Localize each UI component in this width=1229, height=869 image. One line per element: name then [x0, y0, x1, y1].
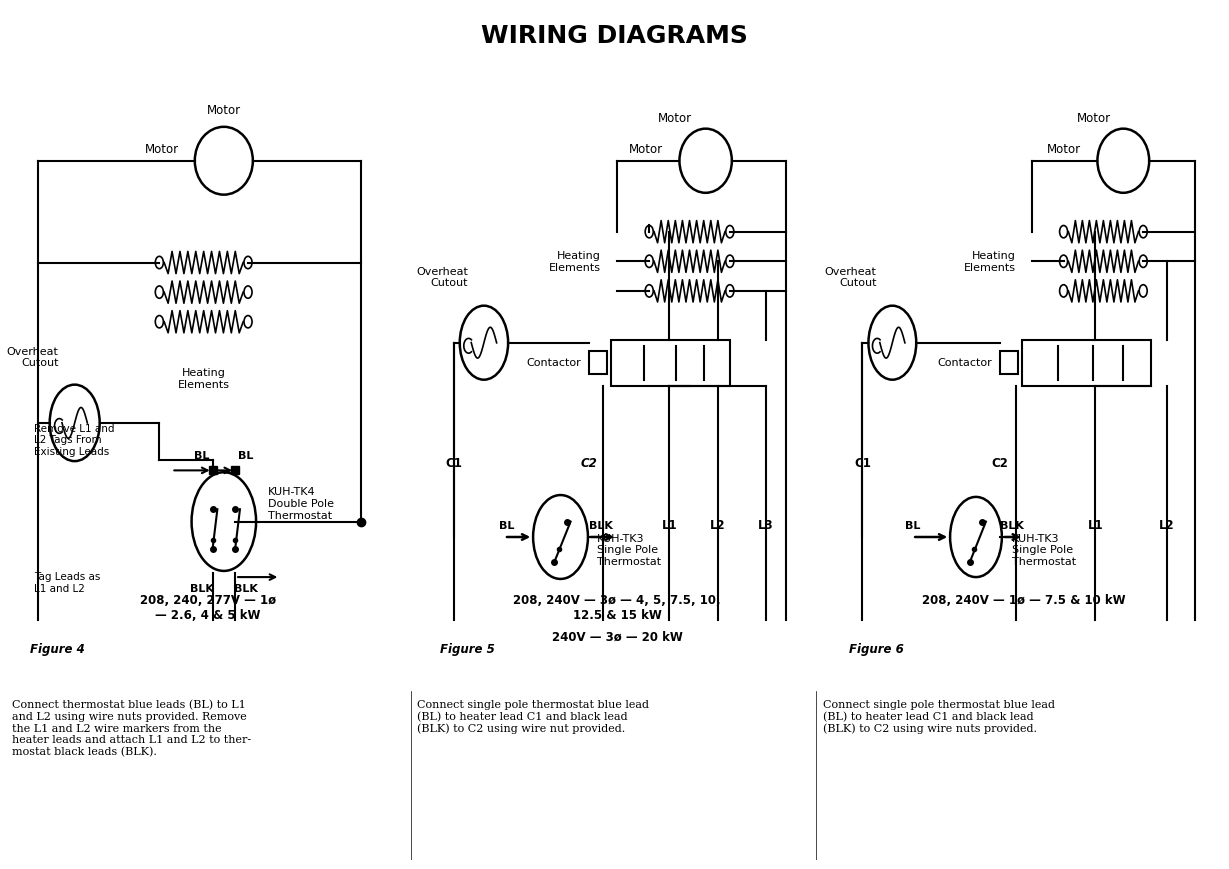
Text: KUH-TK3
Single Pole
Thermostat: KUH-TK3 Single Pole Thermostat [597, 533, 661, 567]
Text: Motor: Motor [206, 104, 241, 117]
Bar [611, 341, 730, 387]
Text: Motor: Motor [1077, 111, 1111, 124]
Text: Contactor: Contactor [526, 358, 580, 368]
Text: BLK: BLK [1000, 520, 1024, 530]
Text: Connect single pole thermostat blue lead
(BL) to heater lead C1 and black lead
(: Connect single pole thermostat blue lead… [418, 700, 649, 733]
Text: BLK: BLK [234, 584, 258, 594]
Text: C1: C1 [854, 456, 871, 469]
Text: L3: L3 [758, 519, 774, 532]
Text: Contactor: Contactor [938, 358, 992, 368]
Text: WIRING DIAGRAMS: WIRING DIAGRAMS [481, 23, 748, 48]
Text: C1: C1 [445, 456, 462, 469]
Text: Figure 4: Figure 4 [31, 642, 85, 655]
Text: BL: BL [194, 450, 209, 461]
Text: L1: L1 [1088, 519, 1104, 532]
Text: Heating
Elements: Heating Elements [964, 251, 1016, 273]
Text: 208, 240V — 3ø — 4, 5, 7.5, 10,
12.5 & 15 kW: 208, 240V — 3ø — 4, 5, 7.5, 10, 12.5 & 1… [514, 593, 720, 620]
Text: Heating
Elements: Heating Elements [549, 251, 601, 273]
Text: Connect single pole thermostat blue lead
(BL) to heater lead C1 and black lead
(: Connect single pole thermostat blue lead… [822, 700, 1054, 733]
Bar [1000, 352, 1018, 375]
Text: Motor: Motor [1047, 143, 1082, 156]
Text: BLK: BLK [189, 584, 214, 594]
Text: Tag Leads as
L1 and L2: Tag Leads as L1 and L2 [34, 571, 101, 593]
Text: Figure 5: Figure 5 [440, 642, 494, 655]
Text: Remove L1 and
L2 Tags From
Existing Leads: Remove L1 and L2 Tags From Existing Lead… [34, 423, 114, 456]
Text: 208, 240V — 1ø — 7.5 & 10 kW: 208, 240V — 1ø — 7.5 & 10 kW [922, 593, 1126, 606]
Text: Motor: Motor [629, 143, 664, 156]
Text: KUH-TK3
Single Pole
Thermostat: KUH-TK3 Single Pole Thermostat [1011, 533, 1075, 567]
Bar [1021, 341, 1152, 387]
Text: Connect thermostat blue leads (BL) to L1
and L2 using wire nuts provided. Remove: Connect thermostat blue leads (BL) to L1… [12, 700, 252, 756]
Text: Overheat
Cutout: Overheat Cutout [415, 266, 468, 288]
Text: 240V — 3ø — 20 kW: 240V — 3ø — 20 kW [552, 630, 682, 643]
Bar [589, 352, 607, 375]
Text: L2: L2 [710, 519, 725, 532]
Text: Overheat
Cutout: Overheat Cutout [825, 266, 876, 288]
Text: BL: BL [499, 520, 514, 530]
Text: Heating
Elements: Heating Elements [178, 368, 230, 389]
Text: Motor: Motor [145, 143, 178, 156]
Text: BLK: BLK [589, 520, 612, 530]
Text: BL: BL [905, 520, 921, 530]
Text: L2: L2 [1159, 519, 1175, 532]
Text: L1: L1 [661, 519, 677, 532]
Text: Overheat
Cutout: Overheat Cutout [6, 347, 59, 368]
Text: C2: C2 [992, 456, 1008, 469]
Text: Figure 6: Figure 6 [848, 642, 903, 655]
Text: BL: BL [238, 450, 253, 461]
Text: 208, 240, 277V — 1ø
— 2.6, 4 & 5 kW: 208, 240, 277V — 1ø — 2.6, 4 & 5 kW [140, 593, 275, 620]
Text: Motor: Motor [659, 111, 692, 124]
Text: C2: C2 [580, 456, 597, 469]
Text: KUH-TK4
Double Pole
Thermostat: KUH-TK4 Double Pole Thermostat [268, 487, 334, 520]
